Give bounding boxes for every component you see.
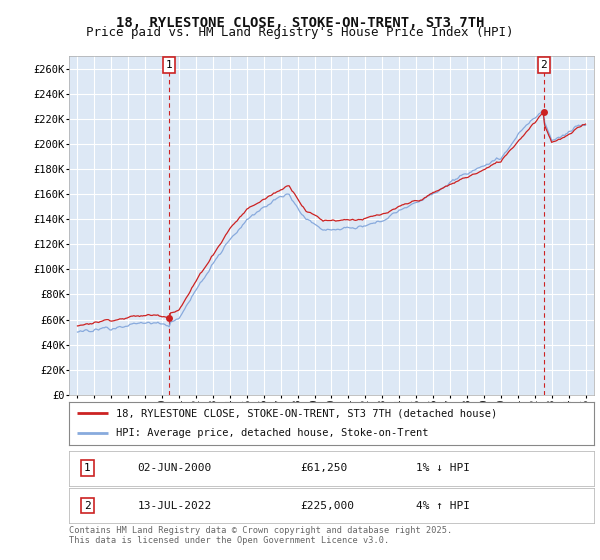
Text: £61,250: £61,250 — [300, 463, 347, 473]
Text: 1% ↓ HPI: 1% ↓ HPI — [415, 463, 470, 473]
Text: 18, RYLESTONE CLOSE, STOKE-ON-TRENT, ST3 7TH: 18, RYLESTONE CLOSE, STOKE-ON-TRENT, ST3… — [116, 16, 484, 30]
Text: 4% ↑ HPI: 4% ↑ HPI — [415, 501, 470, 511]
Text: Price paid vs. HM Land Registry's House Price Index (HPI): Price paid vs. HM Land Registry's House … — [86, 26, 514, 39]
Text: 1: 1 — [166, 60, 173, 70]
Text: HPI: Average price, detached house, Stoke-on-Trent: HPI: Average price, detached house, Stok… — [116, 428, 429, 438]
Text: 02-JUN-2000: 02-JUN-2000 — [137, 463, 212, 473]
Text: 1: 1 — [84, 463, 91, 473]
Text: £225,000: £225,000 — [300, 501, 354, 511]
Text: 18, RYLESTONE CLOSE, STOKE-ON-TRENT, ST3 7TH (detached house): 18, RYLESTONE CLOSE, STOKE-ON-TRENT, ST3… — [116, 408, 497, 418]
Text: 13-JUL-2022: 13-JUL-2022 — [137, 501, 212, 511]
Text: 2: 2 — [84, 501, 91, 511]
Text: 2: 2 — [541, 60, 547, 70]
Text: Contains HM Land Registry data © Crown copyright and database right 2025.
This d: Contains HM Land Registry data © Crown c… — [69, 526, 452, 545]
